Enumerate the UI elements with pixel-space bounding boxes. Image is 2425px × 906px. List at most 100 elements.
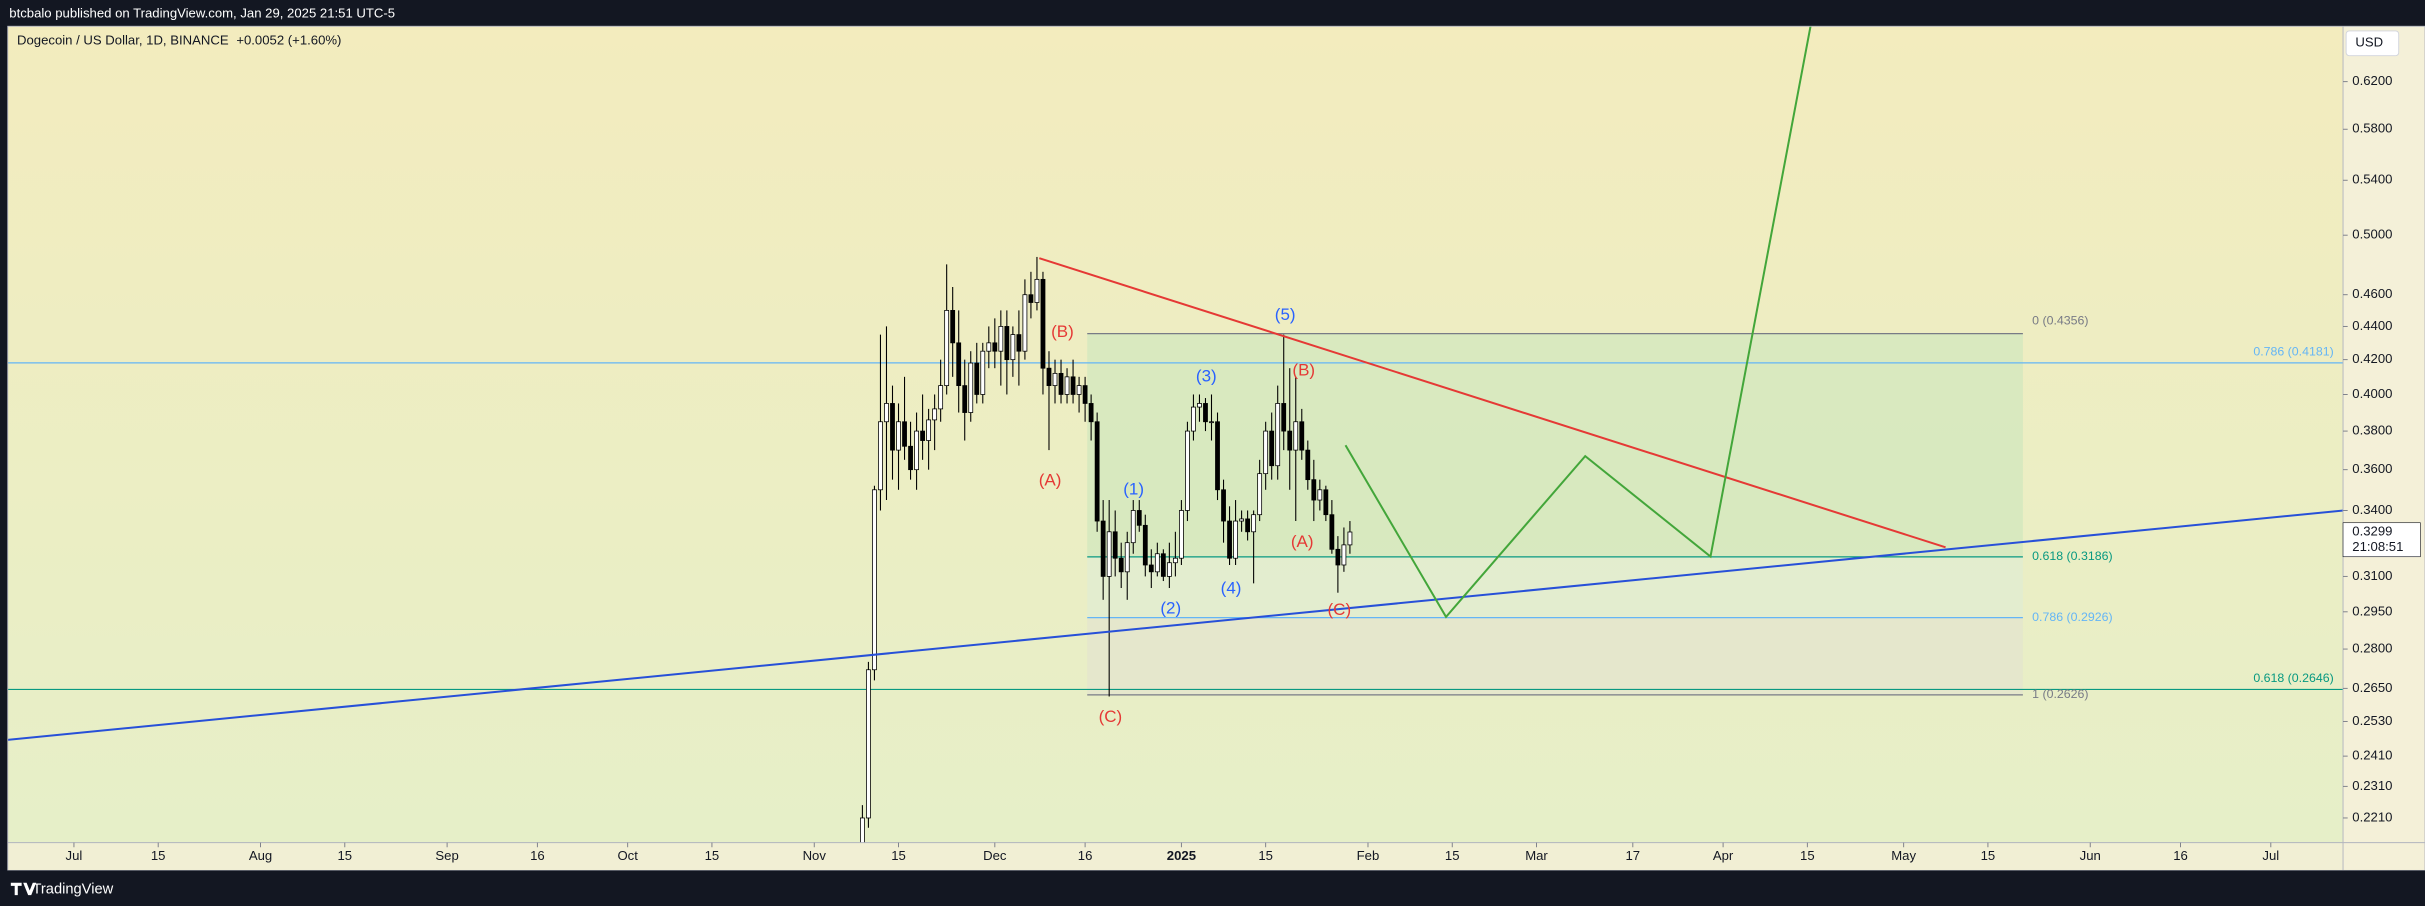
candle-body <box>1082 385 1088 404</box>
x-tick-label: 17 <box>1626 848 1641 863</box>
y-tick-label: 0.3600 <box>2352 461 2392 476</box>
wave-label: (C) <box>1328 600 1352 619</box>
candle-body <box>1106 531 1112 577</box>
candle-body <box>962 385 968 413</box>
x-tick-label: Mar <box>1525 848 1548 863</box>
x-tick-label: Oct <box>617 848 638 863</box>
fib-label: 1 (0.2626) <box>2032 687 2088 701</box>
candle-body <box>1221 489 1226 522</box>
candle-body <box>1227 520 1232 559</box>
candle-body <box>1263 430 1269 475</box>
candle-body <box>1185 430 1190 511</box>
candle-body <box>1233 520 1238 559</box>
candle-body <box>1016 334 1022 352</box>
candle-body <box>1323 489 1329 516</box>
candle-body <box>1341 544 1347 566</box>
x-tick-label: 15 <box>1258 848 1273 863</box>
x-tick-label: 15 <box>891 848 906 863</box>
y-tick-label: 0.4400 <box>2352 318 2392 333</box>
y-tick-label: 0.3800 <box>2352 423 2392 438</box>
candle-body <box>1191 406 1196 432</box>
candle-body <box>932 408 938 421</box>
overlay: 0 (0.4356) 0.618 (0.3186) 0.786 (0.2926) 1 … <box>1039 305 2334 726</box>
x-tick-label: Dec <box>983 848 1007 863</box>
x-tick-label: 15 <box>337 848 352 863</box>
candle-body <box>1142 524 1148 566</box>
candle-body <box>950 310 956 344</box>
y-tick-label: 0.3100 <box>2352 568 2392 583</box>
left-edge <box>0 26 8 871</box>
y-tick-label: 0.5800 <box>2352 121 2392 136</box>
publisher: btcbalo published on TradingView.com, Ja… <box>9 5 395 20</box>
candle-body <box>914 430 919 471</box>
y-tick-label: 0.2800 <box>2352 641 2392 656</box>
candle-body <box>1197 403 1202 408</box>
logo <box>10 882 37 896</box>
candle-body <box>1028 294 1034 303</box>
candle-body <box>1335 548 1341 566</box>
x-tick-label: Apr <box>1713 848 1734 863</box>
y-tick-label: 0.6200 <box>2352 73 2392 88</box>
candle-body <box>986 342 992 352</box>
last-price-box <box>2342 522 2421 558</box>
fib-label: 0.618 (0.3186) <box>2032 549 2112 563</box>
y-tick-label: 0.2310 <box>2352 778 2392 793</box>
trend-line <box>7 509 2344 741</box>
y-tick-label: 0.3400 <box>2352 502 2392 517</box>
wave-label: (4) <box>1221 579 1242 598</box>
candle-body <box>998 326 1004 352</box>
candle-body <box>1203 403 1208 423</box>
candle-body <box>896 421 901 451</box>
candle-body <box>1305 449 1311 481</box>
x-tick-label: 15 <box>1445 848 1460 863</box>
candle-body <box>1154 553 1160 573</box>
x-tick-label: 2025 <box>1167 848 1196 863</box>
wave-label: (A) <box>1039 470 1062 489</box>
candle-body <box>884 403 889 423</box>
wave-label: (B) <box>1051 322 1074 341</box>
x-tick-label: Sep <box>435 848 458 863</box>
candle-body <box>1052 372 1058 386</box>
fib-label: 0.786 (0.2926) <box>2032 610 2112 624</box>
countdown: 21:08:51 <box>2352 539 2403 554</box>
candle-body <box>1329 514 1335 550</box>
candle-body <box>1269 430 1275 467</box>
candle-body <box>908 445 913 471</box>
x-tick-label: 16 <box>1078 848 1093 863</box>
currency: USD <box>2355 35 2383 50</box>
fib-band <box>1087 617 2023 695</box>
candle-body <box>1034 278 1040 303</box>
change: +0.0052 (+1.60%) <box>236 33 341 48</box>
candle-body <box>1118 557 1124 573</box>
candle-body <box>920 430 925 441</box>
currency-box[interactable] <box>2345 30 2400 57</box>
x-tick-label: Aug <box>249 848 272 863</box>
candle-body <box>860 817 865 843</box>
y-tick-label: 0.4200 <box>2352 351 2392 366</box>
candle-body <box>944 310 950 386</box>
y-tick-label: 0.5400 <box>2352 172 2392 187</box>
candle-body <box>1064 376 1070 395</box>
candle-body <box>872 489 877 671</box>
candle-body <box>1136 510 1142 526</box>
candle-body <box>1172 557 1178 564</box>
candle-body <box>1293 421 1299 451</box>
x-tick-label: Feb <box>1357 848 1380 863</box>
y-tick-label: 0.4600 <box>2352 286 2392 301</box>
wave-label: (3) <box>1196 367 1217 386</box>
candle-body <box>1317 489 1323 501</box>
candle-body <box>1010 334 1016 361</box>
x-tick-label: Jul <box>2262 848 2279 863</box>
x-tick-label: 16 <box>530 848 545 863</box>
candle-body <box>1257 473 1263 516</box>
brand: TradingView <box>32 882 113 898</box>
candle-body <box>1245 518 1251 533</box>
candle-body <box>1130 510 1136 544</box>
candle-body <box>1209 421 1214 424</box>
x-tick-label: Jul <box>66 848 83 863</box>
last-price: 0.3299 <box>2352 523 2392 538</box>
x-tick-label: May <box>1891 848 1916 863</box>
time-axis <box>7 842 2344 871</box>
